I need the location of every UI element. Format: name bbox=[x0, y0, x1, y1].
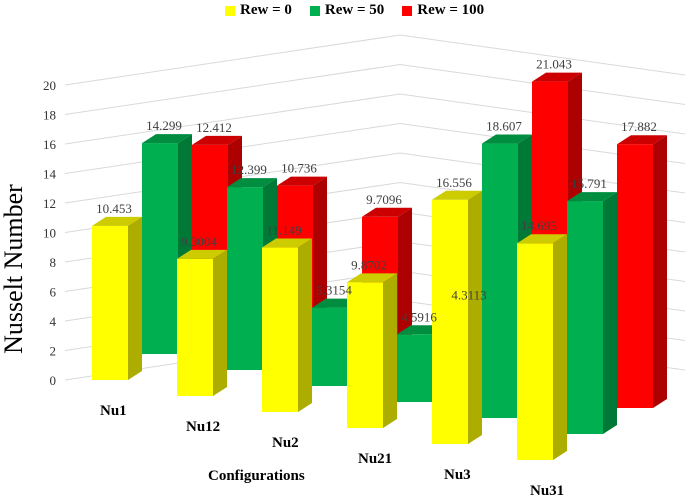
y-tick-label: 16 bbox=[43, 137, 57, 152]
bar-side bbox=[398, 207, 412, 360]
data-label: 10.453 bbox=[96, 201, 132, 216]
bar bbox=[432, 190, 482, 444]
bar-top bbox=[517, 234, 567, 244]
legend-label: Rew = 0 bbox=[240, 2, 292, 18]
data-label: 14.299 bbox=[146, 118, 182, 133]
bar-front bbox=[92, 225, 128, 380]
bar bbox=[567, 192, 617, 434]
bar-top bbox=[192, 135, 242, 145]
y-tick-label: 4 bbox=[50, 314, 57, 329]
legend-label: Rew = 50 bbox=[324, 2, 385, 18]
legend-swatch bbox=[225, 5, 235, 16]
bar-front bbox=[312, 307, 348, 386]
data-label: 12.399 bbox=[231, 162, 267, 177]
legend-label: Rew = 100 bbox=[417, 2, 485, 18]
data-label: 9.8702 bbox=[351, 257, 387, 272]
y-axis-title: Nusselt Number bbox=[0, 184, 28, 354]
gridline bbox=[64, 63, 685, 115]
y-tick-label: 14 bbox=[43, 167, 57, 182]
bar-top bbox=[617, 135, 667, 145]
bar-side bbox=[213, 249, 227, 396]
bar-side bbox=[603, 192, 617, 434]
bar-top bbox=[432, 190, 482, 200]
data-label: 17.882 bbox=[621, 119, 657, 134]
y-tick-label: 20 bbox=[43, 78, 56, 93]
y-tick-label: 12 bbox=[43, 196, 56, 211]
gridline bbox=[64, 34, 685, 86]
data-label: 11.149 bbox=[266, 223, 301, 238]
legend: Rew = 0 Rew = 50 Rew = 100 bbox=[225, 2, 484, 19]
bar-front bbox=[517, 243, 553, 460]
legend-swatch bbox=[402, 5, 413, 16]
x-tick-label: Nu3 bbox=[444, 467, 471, 483]
y-tick-label: 6 bbox=[50, 285, 57, 300]
bar-side bbox=[653, 135, 667, 409]
y-tick-label: 2 bbox=[50, 344, 57, 359]
bar bbox=[347, 273, 397, 428]
gridline bbox=[64, 93, 685, 145]
bar-side bbox=[128, 216, 142, 380]
y-tick-label: 10 bbox=[43, 226, 56, 241]
bar-front bbox=[227, 187, 263, 370]
bar-side bbox=[468, 190, 482, 444]
bar-top bbox=[92, 216, 142, 226]
bar-front bbox=[432, 199, 468, 444]
data-label: 9.7096 bbox=[366, 192, 402, 207]
bar-top bbox=[262, 238, 312, 248]
bar-front bbox=[482, 143, 518, 418]
bar-top bbox=[347, 273, 397, 283]
x-tick-label: Nu1 bbox=[100, 403, 127, 419]
bar-top bbox=[227, 178, 277, 188]
data-label: 4.3113 bbox=[451, 287, 486, 302]
data-label: 21.043 bbox=[536, 57, 572, 72]
data-label: 5.3154 bbox=[316, 283, 352, 298]
bar-top bbox=[142, 134, 192, 144]
x-tick-label: Nu12 bbox=[186, 419, 220, 435]
bar-side bbox=[553, 234, 567, 460]
data-label: 14.695 bbox=[521, 218, 557, 233]
bar-top bbox=[482, 134, 532, 144]
bar-front bbox=[142, 143, 178, 354]
y-tick-label: 0 bbox=[50, 373, 57, 388]
data-label: 18.607 bbox=[486, 119, 522, 134]
bar-front bbox=[262, 247, 298, 412]
bar-front bbox=[617, 144, 653, 409]
bar bbox=[92, 216, 142, 380]
bar-front bbox=[567, 201, 603, 434]
data-label: 16.556 bbox=[436, 175, 472, 190]
bar bbox=[262, 238, 312, 412]
legend-item: Rew = 50 bbox=[309, 2, 385, 19]
data-label: 10.736 bbox=[281, 161, 317, 176]
bar-top bbox=[277, 176, 327, 186]
bar bbox=[177, 249, 227, 396]
legend-item: Rew = 0 bbox=[225, 2, 292, 19]
legend-item: Rew = 100 bbox=[402, 2, 484, 19]
x-tick-label: Nu31 bbox=[530, 483, 564, 499]
bar-front bbox=[397, 334, 433, 402]
bar-top bbox=[177, 249, 227, 259]
y-tick-label: 18 bbox=[43, 108, 56, 123]
x-tick-label: Nu21 bbox=[358, 451, 392, 467]
bar-top bbox=[532, 72, 582, 82]
data-label: 15.791 bbox=[571, 176, 607, 191]
y-tick-label: 8 bbox=[50, 255, 57, 270]
bar-side bbox=[298, 238, 312, 412]
data-label: 4.5916 bbox=[401, 309, 437, 324]
bar bbox=[617, 135, 667, 409]
legend-swatch bbox=[309, 5, 320, 16]
bar-side bbox=[383, 273, 397, 428]
bar-front bbox=[347, 282, 383, 428]
bar bbox=[517, 234, 567, 460]
data-label: 9.3004 bbox=[181, 234, 217, 249]
bar-front bbox=[177, 258, 213, 396]
x-axis-title: Configurations bbox=[208, 468, 305, 484]
data-label: 12.412 bbox=[196, 120, 232, 135]
bar-top bbox=[362, 207, 412, 217]
bar-top bbox=[567, 192, 617, 202]
x-tick-label: Nu2 bbox=[272, 435, 299, 451]
